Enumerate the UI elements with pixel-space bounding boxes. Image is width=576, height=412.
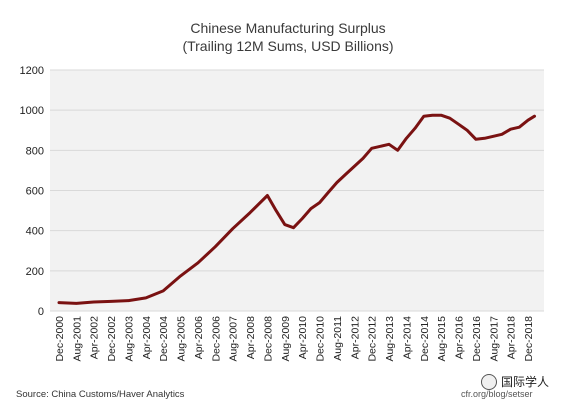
x-axis: Dec-2000 Aug-2001 Apr-2002 Dec-2002 Aug-2003… [54,316,535,362]
x-tick-label: Apr-2006 [193,316,205,359]
wechat-icon [481,373,497,390]
y-tick-label: 1000 [20,105,44,117]
x-tick-label: Dec-2004 [158,316,170,362]
y-tick-label: 800 [26,145,44,157]
x-tick-label: Aug-2005 [176,316,188,362]
x-tick-label: Dec-2016 [471,316,483,362]
x-tick-label: Apr-2018 [506,316,518,359]
x-tick-label: Dec-2008 [262,316,274,362]
x-tick-label: Apr-2010 [297,316,309,359]
x-tick-label: Dec-2000 [54,316,66,362]
x-tick-label: Aug-2009 [280,316,292,362]
x-tick-label: Dec-2014 [419,316,431,362]
x-tick-label: Aug-2003 [123,316,135,362]
y-axis: 0 200 400 600 800 1000 1200 [20,65,44,318]
y-tick-label: 600 [26,186,44,198]
x-tick-label: Dec-2018 [523,316,535,362]
y-tick-label: 0 [38,306,44,318]
x-tick-label: Dec-2002 [106,316,118,362]
x-tick-label: Apr-2012 [349,316,361,359]
y-tick-label: 1200 [20,65,44,77]
x-tick-label: Dec-2012 [367,316,379,362]
x-tick-label: Apr-2004 [141,316,153,359]
x-tick-label: Dec-2006 [210,316,222,362]
grid-lines [50,69,544,312]
x-tick-label: Apr-2016 [454,316,466,359]
x-tick-label: Aug-2011 [332,316,344,361]
chart-subtitle: (Trailing 12M Sums, USD Billions) [182,38,394,54]
x-tick-label: Apr-2014 [401,316,413,359]
chart-title: Chinese Manufacturing Surplus [190,20,386,36]
y-tick-label: 200 [26,266,44,278]
x-tick-label: Dec-2010 [315,316,327,362]
source-note: Source: China Customs/Haver Analytics [16,389,185,400]
x-tick-label: Apr-2008 [245,316,257,359]
x-tick-label: Apr-2002 [89,316,101,359]
x-tick-label: Aug-2017 [488,316,500,362]
y-tick-label: 400 [26,226,44,238]
watermark-text: 国际学人 [501,375,550,389]
credit-url: cfr.org/blog/setser [461,389,533,399]
watermark: 国际学人 [481,373,549,390]
x-tick-label: Aug-2001 [71,316,83,362]
x-tick-label: Aug-2015 [436,316,448,362]
series-line [57,113,536,305]
x-tick-label: Aug-2007 [228,316,240,362]
x-tick-label: Aug-2013 [384,316,396,362]
